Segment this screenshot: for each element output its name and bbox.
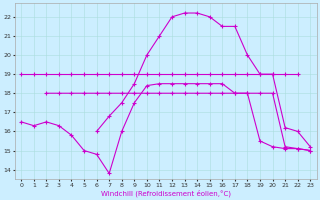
X-axis label: Windchill (Refroidissement éolien,°C): Windchill (Refroidissement éolien,°C)	[101, 189, 231, 197]
